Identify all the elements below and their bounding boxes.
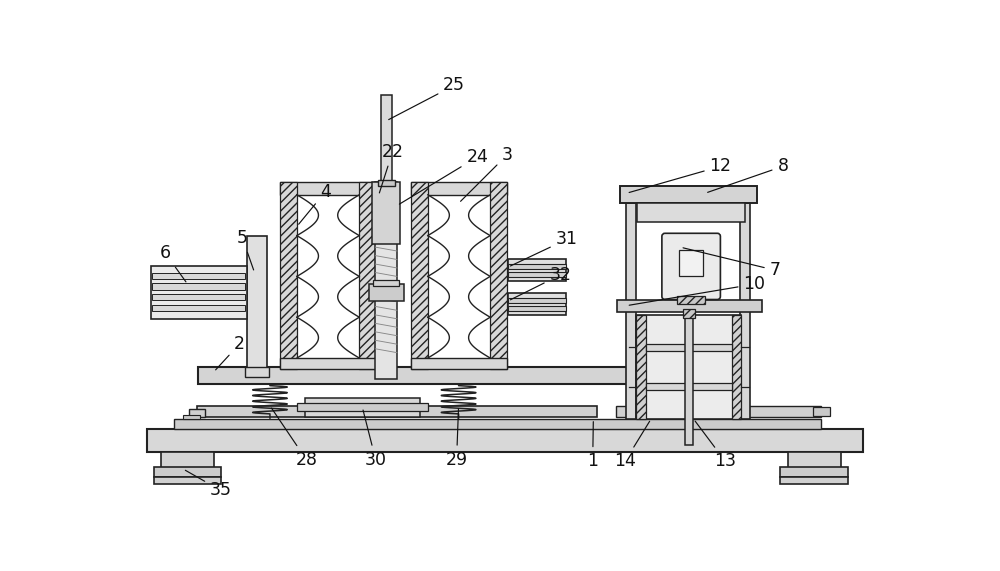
Bar xyxy=(197,406,597,417)
Bar xyxy=(161,452,214,469)
Bar xyxy=(154,477,221,484)
Bar xyxy=(636,315,646,419)
Bar xyxy=(375,183,397,379)
Bar xyxy=(297,404,428,411)
Bar xyxy=(788,452,841,469)
Bar xyxy=(247,236,267,369)
Bar xyxy=(280,358,376,369)
Bar xyxy=(198,367,630,384)
Bar xyxy=(152,294,245,300)
Bar xyxy=(617,300,762,312)
Bar xyxy=(813,407,830,416)
Text: 10: 10 xyxy=(629,275,766,305)
Bar xyxy=(280,183,376,195)
Bar xyxy=(280,183,297,369)
Bar xyxy=(740,203,750,419)
Text: 30: 30 xyxy=(363,410,387,469)
Bar xyxy=(508,298,566,303)
Bar xyxy=(245,367,269,377)
Bar xyxy=(620,186,757,203)
Bar xyxy=(508,293,566,315)
Text: 2: 2 xyxy=(216,335,245,370)
Text: 8: 8 xyxy=(708,157,788,192)
Bar xyxy=(636,315,741,419)
Bar xyxy=(685,310,693,445)
Bar xyxy=(508,259,566,281)
Bar xyxy=(411,183,428,369)
Bar xyxy=(147,429,863,452)
Text: 6: 6 xyxy=(160,244,186,282)
Bar xyxy=(616,406,820,417)
Bar xyxy=(305,398,420,417)
FancyBboxPatch shape xyxy=(662,234,720,300)
Text: 22: 22 xyxy=(379,143,404,193)
Bar xyxy=(151,267,247,319)
Text: 32: 32 xyxy=(510,266,571,300)
Bar xyxy=(381,95,392,183)
Text: 29: 29 xyxy=(446,409,468,469)
Text: 7: 7 xyxy=(683,248,781,279)
Text: 25: 25 xyxy=(389,77,465,119)
Bar xyxy=(683,309,695,318)
Bar xyxy=(780,477,848,484)
Bar xyxy=(154,468,221,477)
Bar xyxy=(637,203,745,222)
Bar xyxy=(780,468,848,477)
Text: 5: 5 xyxy=(237,229,254,270)
Text: 3: 3 xyxy=(461,146,513,202)
Text: 4: 4 xyxy=(299,183,331,224)
Bar xyxy=(508,272,566,277)
Bar xyxy=(732,315,741,419)
Text: 1: 1 xyxy=(587,421,598,471)
Bar xyxy=(183,415,200,419)
Bar xyxy=(189,409,205,417)
Bar xyxy=(152,283,245,289)
Bar xyxy=(646,344,732,351)
Text: 12: 12 xyxy=(629,157,732,192)
Text: 24: 24 xyxy=(399,148,488,204)
Bar xyxy=(152,305,245,311)
Text: 31: 31 xyxy=(510,231,578,266)
Bar xyxy=(174,419,820,429)
Text: 35: 35 xyxy=(185,471,232,500)
Bar xyxy=(152,272,245,279)
Bar xyxy=(677,296,705,304)
Bar xyxy=(626,203,636,419)
Bar xyxy=(369,284,404,301)
Bar xyxy=(646,383,732,389)
Bar xyxy=(359,183,376,369)
Bar xyxy=(411,183,507,195)
Bar xyxy=(373,280,399,286)
Bar xyxy=(490,183,507,369)
Text: 14: 14 xyxy=(614,421,650,471)
Bar xyxy=(679,250,703,276)
Bar xyxy=(378,180,395,186)
Text: 13: 13 xyxy=(695,421,736,471)
Bar xyxy=(508,264,566,270)
Bar xyxy=(372,183,400,244)
Text: 28: 28 xyxy=(272,408,317,469)
Bar xyxy=(411,358,507,369)
Bar xyxy=(508,305,566,311)
